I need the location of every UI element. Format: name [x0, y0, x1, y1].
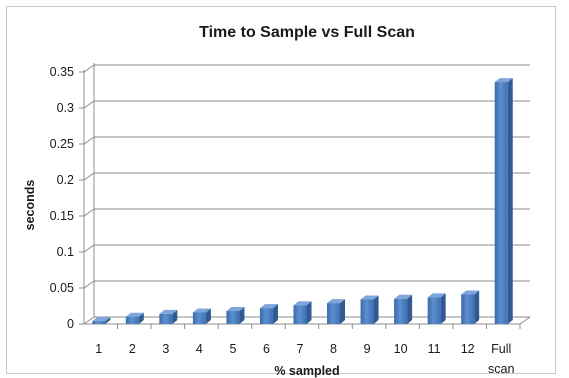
bar-top [259, 304, 278, 309]
bar-top [394, 294, 413, 299]
bar-side [239, 307, 245, 324]
bar [192, 308, 211, 324]
bar-front [259, 308, 273, 324]
bar-top [494, 78, 513, 83]
bar [394, 294, 413, 324]
bar-front [92, 321, 106, 324]
y-tick-label: 0.25 [50, 137, 74, 151]
x-tick-label: 12 [461, 342, 475, 356]
bar-side [138, 312, 144, 324]
y-tick-label: 0.3 [57, 101, 74, 115]
y-tick-labels: 0 0.05 0.1 0.15 0.2 0.25 0.3 0.35 [50, 65, 74, 331]
x-tick-label: 10 [394, 342, 408, 356]
bar-top [360, 295, 379, 300]
x-tick-label: 8 [330, 342, 337, 356]
gridline-diag [83, 280, 95, 289]
bar [461, 290, 480, 324]
bar-front [192, 312, 206, 324]
axes [79, 63, 531, 329]
x-tick-label: 3 [162, 342, 169, 356]
bar-side [507, 78, 513, 324]
bar-side [105, 317, 111, 324]
bar-top [427, 293, 446, 298]
gridline-diag [83, 136, 95, 145]
x-tick-label: 7 [297, 342, 304, 356]
bar-front [394, 298, 408, 324]
gridline-diag [83, 244, 95, 253]
bar-top [327, 299, 346, 304]
bar [159, 309, 178, 324]
x-tick-label: 2 [129, 342, 136, 356]
bar [360, 295, 379, 324]
bar [494, 78, 513, 324]
gridline-diag [83, 208, 95, 217]
bar-top [125, 312, 144, 317]
bar-top [192, 308, 211, 313]
bar-side [306, 301, 312, 324]
bar-top [226, 307, 245, 312]
bar [259, 304, 278, 324]
bar [92, 317, 111, 324]
y-axis-title: seconds [23, 180, 37, 231]
bar-front [427, 297, 441, 324]
x-tick-label: Full scan [488, 342, 514, 376]
x-tick-label: 6 [263, 342, 270, 356]
gridline-diag [83, 316, 95, 325]
bar-top [92, 317, 111, 322]
bar-front [494, 82, 508, 324]
x-axis-title: % sampled [274, 364, 339, 378]
bar [293, 301, 312, 324]
x-tick-label: 4 [196, 342, 203, 356]
y-tick-label: 0 [67, 317, 74, 331]
bar-side [474, 290, 480, 324]
floor-edge [519, 316, 531, 325]
y-tick-label: 0.15 [50, 209, 74, 223]
x-tick-label: 5 [229, 342, 236, 356]
bar-side [373, 295, 379, 324]
bar-side [172, 309, 178, 324]
bar [327, 299, 346, 324]
bar-front [125, 316, 139, 324]
bar [427, 293, 446, 324]
bar-side [272, 304, 278, 324]
gridlines [83, 64, 530, 325]
bar-front [159, 313, 173, 324]
bars [92, 78, 513, 324]
gridline-diag [83, 100, 95, 109]
y-tick-label: 0.2 [57, 173, 74, 187]
bar-front [293, 305, 307, 324]
y-tick-label: 0.05 [50, 281, 74, 295]
gridline-diag [83, 172, 95, 181]
x-tick-label: 9 [364, 342, 371, 356]
y-tick-label: 0.35 [50, 65, 74, 79]
bar [125, 312, 144, 324]
bar-top [293, 301, 312, 306]
bar-front [461, 294, 475, 324]
chart-title: Time to Sample vs Full Scan [199, 24, 415, 41]
bar-top [461, 290, 480, 295]
gridline-diag [83, 64, 95, 73]
bar-front [226, 311, 240, 324]
bar-side [205, 308, 211, 324]
x-tick-label: 1 [95, 342, 102, 356]
x-tick-labels: 1 2 3 4 5 6 7 8 9 10 11 12 Full scan [95, 342, 514, 376]
bar-front [327, 303, 341, 324]
bar-front [360, 299, 374, 324]
bar-side [407, 294, 413, 324]
bar [226, 307, 245, 324]
bar-side [340, 299, 346, 324]
bar-side [440, 293, 446, 324]
y-tick-label: 0.1 [57, 245, 74, 259]
bar-top [159, 309, 178, 314]
x-tick-label: 11 [428, 342, 441, 356]
